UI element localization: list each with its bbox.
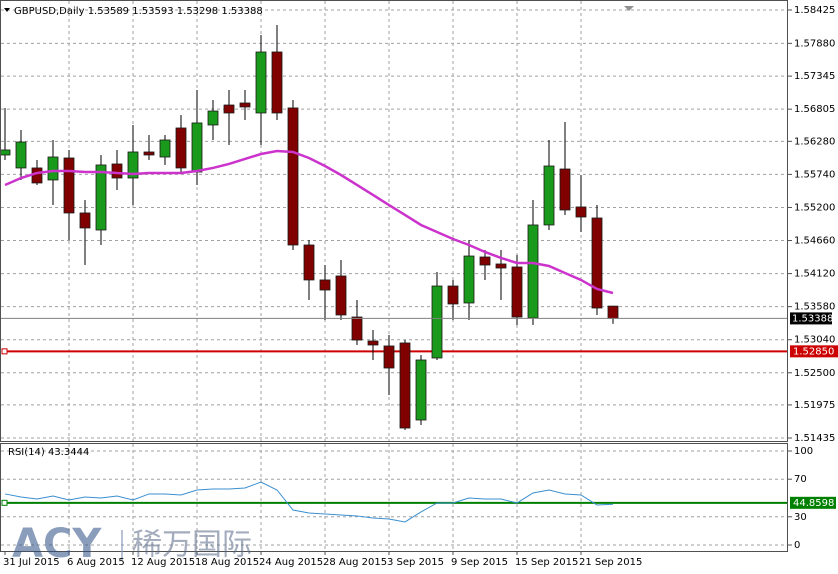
close-value: 1.53388	[221, 6, 262, 17]
rsi-line	[4, 481, 614, 523]
y-tick-label: 1.58425	[794, 5, 835, 16]
x-tick-label: 12 Aug 2015	[131, 557, 195, 568]
level-marker	[1, 348, 8, 355]
candle-body-up	[191, 122, 203, 173]
candle-body-down	[559, 168, 571, 211]
candle-body-up	[543, 165, 555, 226]
candle-body-down	[607, 305, 619, 319]
y-tick-label: 1.54660	[794, 236, 835, 247]
level-label-bg	[790, 345, 838, 358]
x-tick-label: 6 Aug 2015	[67, 557, 125, 568]
level-label: 44.8598	[793, 498, 834, 509]
candle-body-down	[287, 107, 299, 246]
y-tick-label: 1.54120	[794, 269, 835, 280]
x-tick-label: 21 Sep 2015	[579, 557, 642, 568]
y-tick-label: 1.55740	[794, 169, 835, 180]
candle-body-up	[255, 51, 267, 114]
x-tick-label: 24 Aug 2015	[259, 557, 323, 568]
menu-arrow	[4, 8, 10, 12]
level-marker	[1, 499, 8, 506]
candle-body-up	[127, 151, 139, 179]
level-label: 1.52850	[793, 346, 834, 357]
y-tick-label: 1.57345	[794, 71, 835, 82]
candle-body-up	[47, 156, 59, 181]
y-tick-label: 1.55200	[794, 202, 835, 213]
candle-body-down	[495, 263, 507, 269]
x-tick-label: 15 Sep 2015	[515, 557, 578, 568]
candle-body-down	[399, 342, 411, 429]
open-value: 1.53589	[88, 6, 129, 17]
price-panel-frame	[0, 0, 788, 442]
candle-body-down	[79, 212, 91, 229]
candle-body-up	[207, 110, 219, 126]
grid-layer	[1, 1, 792, 555]
moving-average-line	[4, 149, 614, 295]
candle-body-down	[271, 51, 283, 114]
symbol-title: GBPUSD,Daily	[14, 6, 85, 17]
candle-body-down	[63, 157, 75, 214]
candle-body-up	[159, 139, 171, 158]
high-value: 1.53593	[132, 6, 173, 17]
candle-body-down	[335, 275, 347, 316]
y-tick-label: 30	[794, 512, 807, 523]
y-tick-label: 1.56280	[794, 136, 835, 147]
y-tick-label: 1.56805	[794, 104, 835, 115]
shift-marker	[624, 6, 634, 11]
x-tick-label: 18 Aug 2015	[195, 557, 259, 568]
candle-body-up	[95, 164, 107, 231]
candle-body-down	[223, 104, 235, 114]
y-tick-label: 70	[794, 474, 807, 485]
candle-body-up	[431, 285, 443, 359]
y-tick-label: 0	[794, 540, 800, 551]
candle-body-down	[479, 256, 491, 266]
candle-body-down	[319, 279, 331, 291]
candle-body-down	[367, 340, 379, 346]
watermark-logo: ACY	[12, 521, 102, 567]
chart-header: GBPUSD,Daily 1.53589 1.53593 1.53298 1.5…	[14, 6, 263, 17]
candle-body-down	[575, 206, 587, 218]
candle-body-down	[383, 345, 395, 369]
candle-body-down	[447, 285, 459, 305]
y-tick-label: 1.53040	[794, 335, 835, 346]
y-tick-label: 100	[794, 446, 813, 457]
candle-body-down	[143, 151, 155, 156]
current-price-label: 1.53388	[792, 313, 833, 324]
y-tick-label: 1.51975	[794, 400, 835, 411]
y-tick-label: 1.53580	[794, 302, 835, 313]
current-price-bg	[790, 312, 832, 325]
watermark-text: 稀万国际	[132, 528, 252, 563]
low-value: 1.53298	[177, 6, 218, 17]
candle-body-down	[351, 316, 363, 341]
candle-body-down	[591, 217, 603, 309]
candle-body-down	[31, 167, 43, 184]
candle-body-up	[15, 141, 27, 169]
x-tick-label: 9 Sep 2015	[451, 557, 508, 568]
x-tick-label: 3 Sep 2015	[387, 557, 444, 568]
y-tick-label: 1.57880	[794, 38, 835, 49]
level-label-bg	[790, 496, 836, 509]
rsi-panel-frame	[0, 443, 788, 552]
rsi-title: RSI(14) 43.3444	[8, 447, 89, 458]
marks-layer	[0, 24, 788, 523]
y-tick-label: 1.52500	[794, 368, 835, 379]
candle-body-up	[0, 149, 11, 156]
candle-body-up	[463, 255, 475, 304]
y-tick-label: 1.51435	[794, 433, 835, 444]
candle-body-down	[511, 266, 523, 318]
candle-body-up	[527, 224, 539, 319]
x-tick-label: 31 Jul 2015	[3, 557, 60, 568]
candle-body-down	[303, 244, 315, 281]
candle-body-up	[415, 359, 427, 421]
candle-body-down	[111, 163, 123, 179]
candle-body-down	[175, 127, 187, 169]
candle-body-down	[239, 102, 251, 108]
x-tick-label: 28 Aug 2015	[323, 557, 387, 568]
